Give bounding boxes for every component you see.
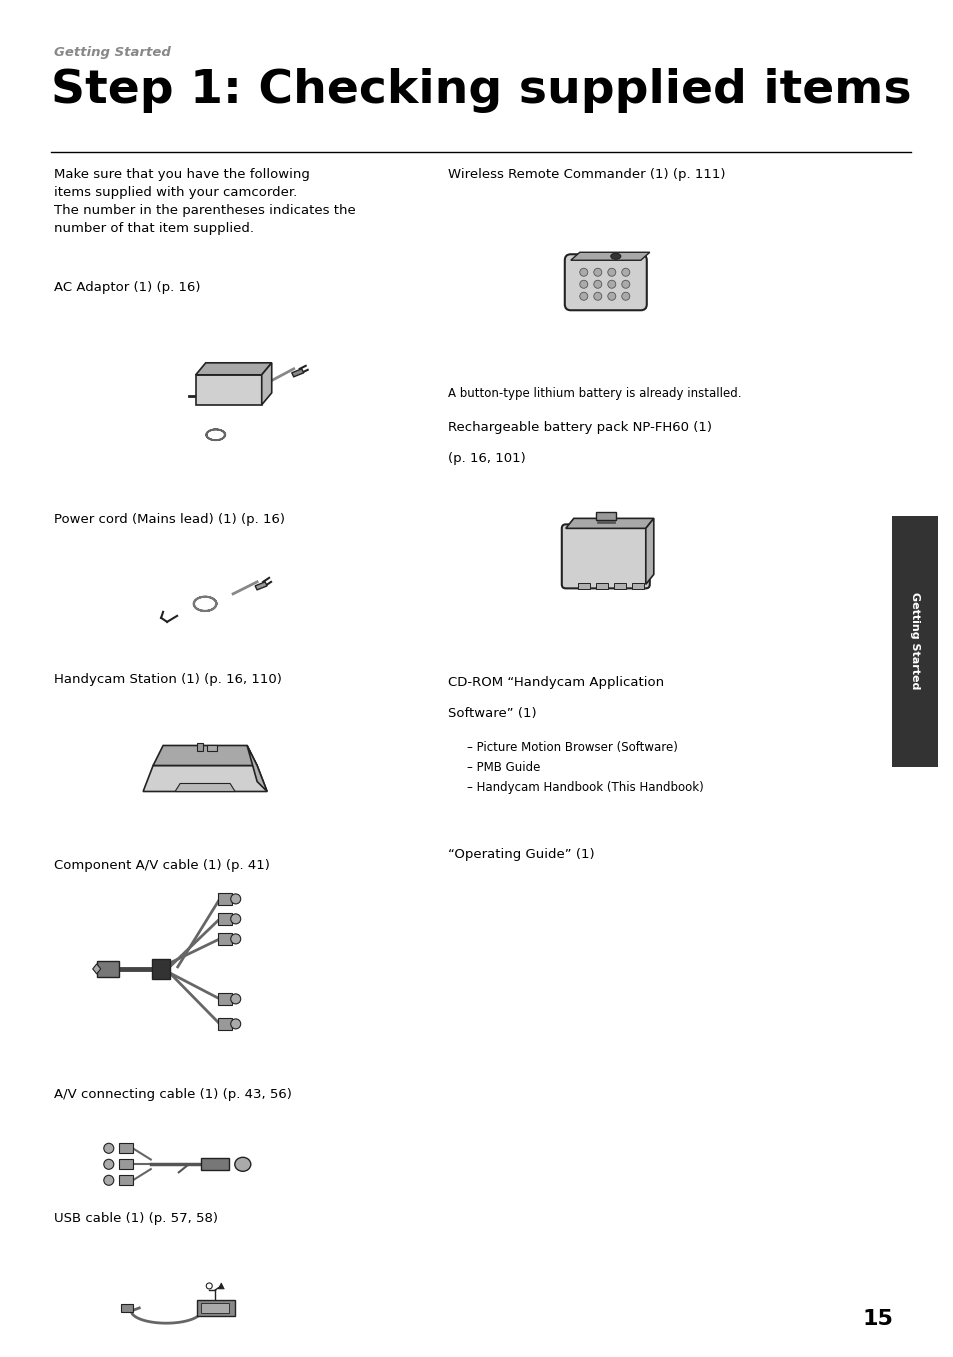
Circle shape <box>579 269 587 277</box>
Bar <box>197 744 203 752</box>
Circle shape <box>206 1282 212 1289</box>
Text: Power cord (Mains lead) (1) (p. 16): Power cord (Mains lead) (1) (p. 16) <box>54 513 285 527</box>
Ellipse shape <box>610 254 620 259</box>
Text: Make sure that you have the following: Make sure that you have the following <box>54 168 310 182</box>
Bar <box>596 584 607 589</box>
Bar <box>217 893 232 905</box>
Circle shape <box>593 281 601 288</box>
Bar <box>596 513 615 520</box>
Circle shape <box>621 281 629 288</box>
Bar <box>119 1144 132 1153</box>
Polygon shape <box>143 765 267 791</box>
Bar <box>891 516 937 767</box>
Bar <box>217 1018 232 1030</box>
Circle shape <box>607 281 615 288</box>
Circle shape <box>231 993 240 1004</box>
Polygon shape <box>195 362 272 375</box>
Circle shape <box>104 1175 113 1185</box>
Bar <box>201 1303 229 1314</box>
Polygon shape <box>175 783 234 791</box>
Bar <box>217 913 232 925</box>
Text: A/V connecting cable (1) (p. 43, 56): A/V connecting cable (1) (p. 43, 56) <box>54 1088 292 1102</box>
Circle shape <box>579 292 587 300</box>
Bar <box>119 1175 132 1185</box>
Polygon shape <box>565 518 653 528</box>
Text: 15: 15 <box>862 1310 892 1329</box>
Text: number of that item supplied.: number of that item supplied. <box>54 223 254 235</box>
Bar <box>96 961 118 977</box>
Text: The number in the parentheses indicates the: The number in the parentheses indicates … <box>54 205 355 217</box>
Circle shape <box>593 292 601 300</box>
Polygon shape <box>92 963 101 974</box>
Text: “Operating Guide” (1): “Operating Guide” (1) <box>448 848 595 862</box>
Text: (p. 16, 101): (p. 16, 101) <box>448 452 525 465</box>
Polygon shape <box>218 1282 224 1289</box>
FancyBboxPatch shape <box>564 254 646 311</box>
Text: Handycam Station (1) (p. 16, 110): Handycam Station (1) (p. 16, 110) <box>54 673 282 687</box>
Text: Getting Started: Getting Started <box>54 46 172 60</box>
Circle shape <box>579 281 587 288</box>
Text: Component A/V cable (1) (p. 41): Component A/V cable (1) (p. 41) <box>54 859 270 873</box>
Polygon shape <box>254 582 267 590</box>
Text: Getting Started: Getting Started <box>909 593 919 689</box>
Bar <box>152 959 170 978</box>
Bar <box>217 932 232 944</box>
Bar <box>119 1159 132 1170</box>
Polygon shape <box>261 362 272 404</box>
Text: – Handycam Handbook (This Handbook): – Handycam Handbook (This Handbook) <box>467 780 703 794</box>
FancyBboxPatch shape <box>561 524 649 589</box>
Bar <box>217 993 232 1006</box>
Bar <box>631 584 643 589</box>
Circle shape <box>104 1144 113 1153</box>
Circle shape <box>104 1159 113 1170</box>
Circle shape <box>231 1019 240 1029</box>
Text: Step 1: Checking supplied items: Step 1: Checking supplied items <box>51 68 910 113</box>
Polygon shape <box>195 375 261 404</box>
Bar <box>613 584 625 589</box>
Text: items supplied with your camcorder.: items supplied with your camcorder. <box>54 186 297 199</box>
Circle shape <box>621 269 629 277</box>
Text: – Picture Motion Browser (Software): – Picture Motion Browser (Software) <box>467 741 678 754</box>
Text: Software” (1): Software” (1) <box>448 707 537 721</box>
Bar <box>121 1304 133 1312</box>
Polygon shape <box>152 745 257 765</box>
Text: Wireless Remote Commander (1) (p. 111): Wireless Remote Commander (1) (p. 111) <box>448 168 725 182</box>
Circle shape <box>621 292 629 300</box>
Circle shape <box>607 269 615 277</box>
Text: USB cable (1) (p. 57, 58): USB cable (1) (p. 57, 58) <box>54 1212 218 1225</box>
Bar <box>207 745 217 752</box>
Bar <box>578 584 589 589</box>
Polygon shape <box>645 518 653 585</box>
Polygon shape <box>292 369 303 377</box>
Polygon shape <box>570 252 649 261</box>
Circle shape <box>231 913 240 924</box>
Circle shape <box>607 292 615 300</box>
Text: CD-ROM “Handycam Application: CD-ROM “Handycam Application <box>448 676 664 689</box>
Text: Rechargeable battery pack NP-FH60 (1): Rechargeable battery pack NP-FH60 (1) <box>448 421 712 434</box>
Circle shape <box>231 934 240 944</box>
Bar <box>200 1159 229 1170</box>
Text: – PMB Guide: – PMB Guide <box>467 761 540 773</box>
Circle shape <box>231 894 240 904</box>
Polygon shape <box>247 745 267 791</box>
Bar <box>197 1300 235 1316</box>
Text: A button-type lithium battery is already installed.: A button-type lithium battery is already… <box>448 387 741 400</box>
Ellipse shape <box>234 1158 251 1171</box>
Text: AC Adaptor (1) (p. 16): AC Adaptor (1) (p. 16) <box>54 281 201 294</box>
Circle shape <box>593 269 601 277</box>
